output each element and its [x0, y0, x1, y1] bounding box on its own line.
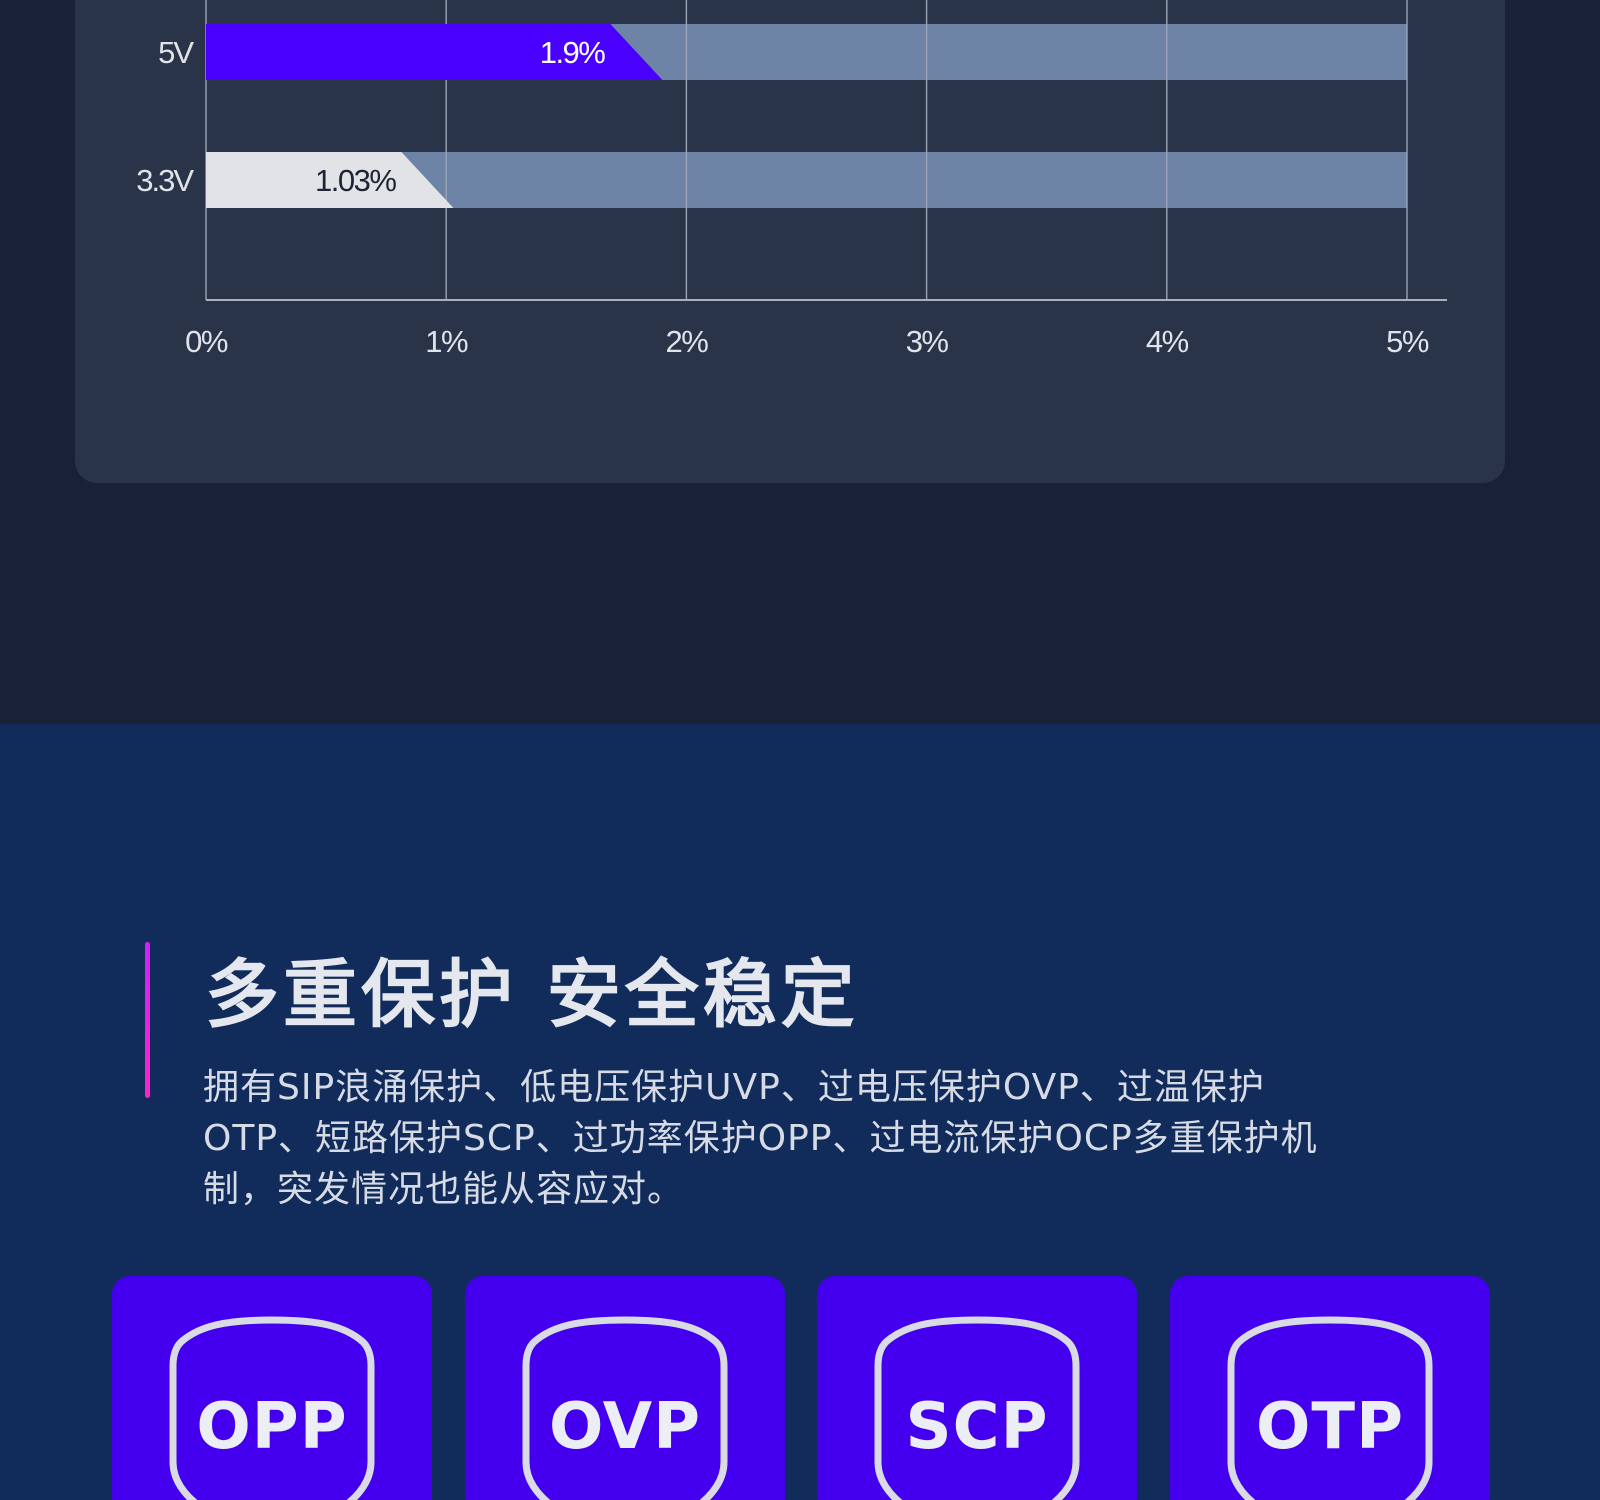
chart-section: 1.9% 5V 1.03% 3.3V 0% 1% 2% 3% 4% 5% [0, 0, 1600, 724]
x-tick-label: 2% [665, 324, 708, 359]
category-label: 3.3V [136, 163, 194, 198]
protection-card-scp: SCP [817, 1276, 1137, 1500]
data-label: 1.03% [315, 163, 396, 198]
accent-bar [145, 942, 150, 1098]
data-label: 1.9% [540, 35, 606, 70]
section-title: 多重保护 安全稳定 [205, 952, 859, 1038]
category-label: 5V [158, 35, 194, 70]
x-tick-label: 0% [185, 324, 228, 359]
x-tick-label: 1% [425, 324, 468, 359]
x-tick-label: 5% [1386, 324, 1429, 359]
shield-icon [1227, 1316, 1433, 1500]
card-label: OVP [548, 1390, 702, 1464]
section-description: 拥有SIP浪涌保护、低电压保护UVP、过电压保护OVP、过温保护OTP、短路保护… [203, 1067, 1318, 1210]
shield-icon [874, 1316, 1080, 1500]
protection-card-otp: OTP [1170, 1276, 1490, 1500]
bar [206, 24, 663, 80]
card-label: SCP [905, 1390, 1049, 1464]
shield-icon [169, 1316, 375, 1500]
card-label: OTP [1256, 1390, 1404, 1464]
shield-icon [522, 1316, 728, 1500]
ripple-chart: 1.9% 5V 1.03% 3.3V 0% 1% 2% 3% 4% 5% [136, 0, 1447, 359]
chart-card [75, 0, 1505, 483]
x-tick-label: 4% [1146, 324, 1189, 359]
bar [206, 152, 454, 208]
x-tick-label: 3% [906, 324, 949, 359]
protection-card-ovp: OVP [465, 1276, 785, 1500]
protection-card-opp: OPP [112, 1276, 432, 1500]
card-label: OPP [196, 1390, 348, 1464]
